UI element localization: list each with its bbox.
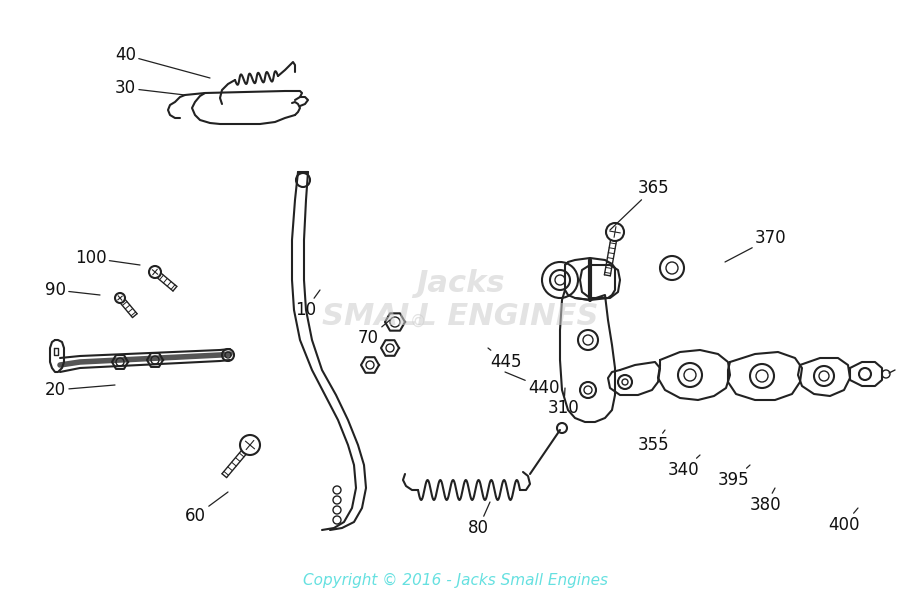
Text: 70: 70 [358,320,390,347]
Text: 100: 100 [75,249,140,267]
Text: ©: © [409,313,425,331]
Text: 340: 340 [667,455,700,479]
Text: 40: 40 [115,46,210,78]
Text: 400: 400 [827,508,858,534]
Text: 90: 90 [45,281,100,299]
Text: 445: 445 [487,348,521,371]
Text: 30: 30 [115,79,185,97]
Text: 10: 10 [294,290,320,319]
Text: Copyright © 2016 - Jacks Small Engines: Copyright © 2016 - Jacks Small Engines [303,573,608,587]
Text: 355: 355 [638,430,669,454]
Text: 20: 20 [45,381,115,399]
Text: Jacks
SMALL ENGINES: Jacks SMALL ENGINES [322,268,598,331]
Text: 380: 380 [749,488,781,514]
Text: 60: 60 [185,492,228,525]
Text: 370: 370 [724,229,786,262]
Text: 365: 365 [609,179,669,230]
Text: 440: 440 [505,372,558,397]
Text: 310: 310 [548,388,579,417]
Text: 80: 80 [467,502,489,537]
Text: 395: 395 [717,465,749,489]
